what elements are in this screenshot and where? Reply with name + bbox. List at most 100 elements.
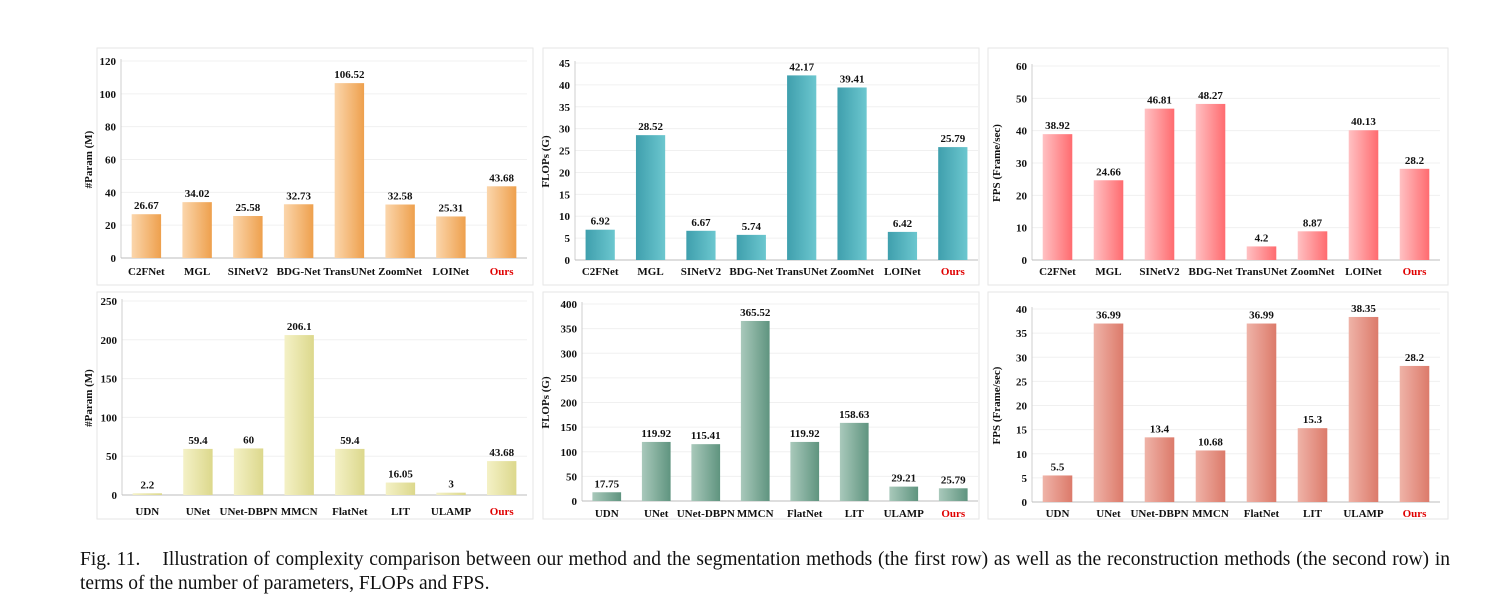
x-tick-label: LIT [1303,508,1323,520]
y-tick-label: 100 [561,447,578,459]
y-tick-label: 10 [1016,449,1028,461]
x-tick-label: BDG-Net [277,266,321,278]
x-tick-label: LOINet [433,266,470,278]
x-tick-label: LOINet [1345,266,1382,278]
bar-loinet [436,216,466,258]
chart-panel-6: 0 5 10 15 20 25 30 35 40 FPS (Frame/sec) 5.5 UDN 36.… [987,291,1449,520]
x-tick-label: UDN [1046,508,1070,520]
bar-value-label: 60 [243,434,255,446]
bar-udn [132,493,162,495]
bar-flatnet [1246,323,1277,502]
y-tick-label: 100 [100,89,117,101]
bar-ulamp [436,492,466,495]
y-tick-label: 35 [1016,328,1028,340]
bar-value-label: 10.68 [1198,436,1223,448]
chart-panel-2: 0 5 10 15 20 25 30 35 40 45 FLOPs (G) 6.92 C2FNet 28.… [540,47,980,286]
bar-value-label: 16.05 [388,469,413,481]
bar-zoomnet [837,87,867,261]
y-tick-label: 25 [1016,376,1028,388]
bar-sinetv2 [233,216,263,258]
y-tick-label: 5 [565,233,571,245]
panel-frame [96,291,534,520]
bar-c2fnet [131,214,162,258]
chart-panel-4: 0 50 100 150 200 250 #Param (M) 2.2 UDN 59.4 UNet 6… [83,291,534,520]
y-axis-label: FPS (Frame/sec) [991,366,1003,444]
bar-value-label: 6.42 [893,218,913,230]
x-tick-label: MMCN [281,506,318,518]
y-tick-label: 25 [559,146,571,158]
x-tick-label: BDG-Net [1189,266,1233,278]
y-tick-label: 40 [105,187,117,199]
y-axis-label: FLOPs (G) [540,135,552,188]
y-tick-label: 30 [1016,158,1028,170]
x-tick-label: UNet [1096,508,1121,520]
x-tick-label: UNet [186,506,211,518]
bar-value-label: 158.63 [839,409,870,421]
y-tick-label: 100 [101,412,118,424]
y-tick-label: 400 [561,299,578,311]
y-tick-label: 20 [1016,401,1028,413]
bar-ours [938,147,968,260]
x-tick-label: ZoomNet [830,266,874,278]
y-tick-label: 300 [561,348,578,360]
bar-transunet [787,75,817,260]
bar-value-label: 36.99 [1249,310,1274,322]
x-tick-label: Ours [1403,508,1428,520]
bar-bdg-net [1195,103,1226,260]
x-tick-label: FlatNet [787,508,823,520]
bar-c2fnet [1042,134,1073,260]
bar-mgl [1093,180,1124,260]
bar-ulamp [889,486,919,501]
bar-transunet [1246,246,1277,260]
bar-value-label: 3 [448,479,454,491]
panel-frame [987,291,1449,520]
y-tick-label: 150 [101,374,118,386]
bar-value-label: 4.2 [1255,232,1269,244]
y-axis-label: FPS (Frame/sec) [991,124,1003,202]
bar-value-label: 6.92 [591,216,611,228]
bar-ours [487,461,517,495]
bar-unet-dbpn [691,444,721,501]
y-tick-label: 10 [1016,223,1028,235]
bar-value-label: 17.75 [594,478,619,490]
bar-value-label: 119.92 [790,428,820,440]
bar-zoomnet [385,204,415,258]
bar-value-label: 48.27 [1198,90,1223,102]
x-tick-label: SINetV2 [228,266,269,278]
bar-mmcn [1195,450,1226,502]
x-tick-label: UDN [135,506,159,518]
y-tick-label: 20 [559,167,571,179]
y-tick-label: 40 [1016,304,1028,316]
x-tick-label: MGL [184,266,210,278]
y-tick-label: 20 [1016,190,1028,202]
bar-value-label: 6.67 [691,217,711,229]
bar-ours [938,488,968,501]
bar-udn [1042,475,1073,502]
bar-value-label: 25.58 [236,202,261,214]
y-tick-label: 200 [101,335,118,347]
bar-bdg-net [736,234,766,260]
bar-value-label: 5.74 [742,221,762,233]
y-tick-label: 80 [105,122,117,134]
y-axis-label: FLOPs (G) [540,376,552,429]
x-tick-label: SINetV2 [681,266,722,278]
bar-lit [1297,428,1328,502]
bar-value-label: 29.21 [891,473,916,485]
y-axis-label: #Param (M) [83,369,95,427]
bar-ours [1399,168,1430,260]
x-tick-label: MGL [1095,266,1121,278]
bar-udn [592,492,622,501]
bar-ours [486,186,517,258]
chart-panel-1: 0 20 40 60 80 100 120 #Param (M) 26.67 C2FNet 34.0… [83,47,534,286]
bar-unet-dbpn [233,448,264,495]
bar-value-label: 38.92 [1045,120,1070,132]
x-tick-label: TransUNet [1236,266,1288,278]
bar-loinet [1348,130,1379,260]
bar-value-label: 15.3 [1303,414,1323,426]
y-tick-label: 0 [1022,255,1028,267]
bar-value-label: 32.58 [388,191,413,203]
bar-zoomnet [1297,231,1328,260]
bar-c2fnet [585,229,615,260]
y-tick-label: 0 [572,496,578,508]
y-tick-label: 50 [1016,93,1028,105]
